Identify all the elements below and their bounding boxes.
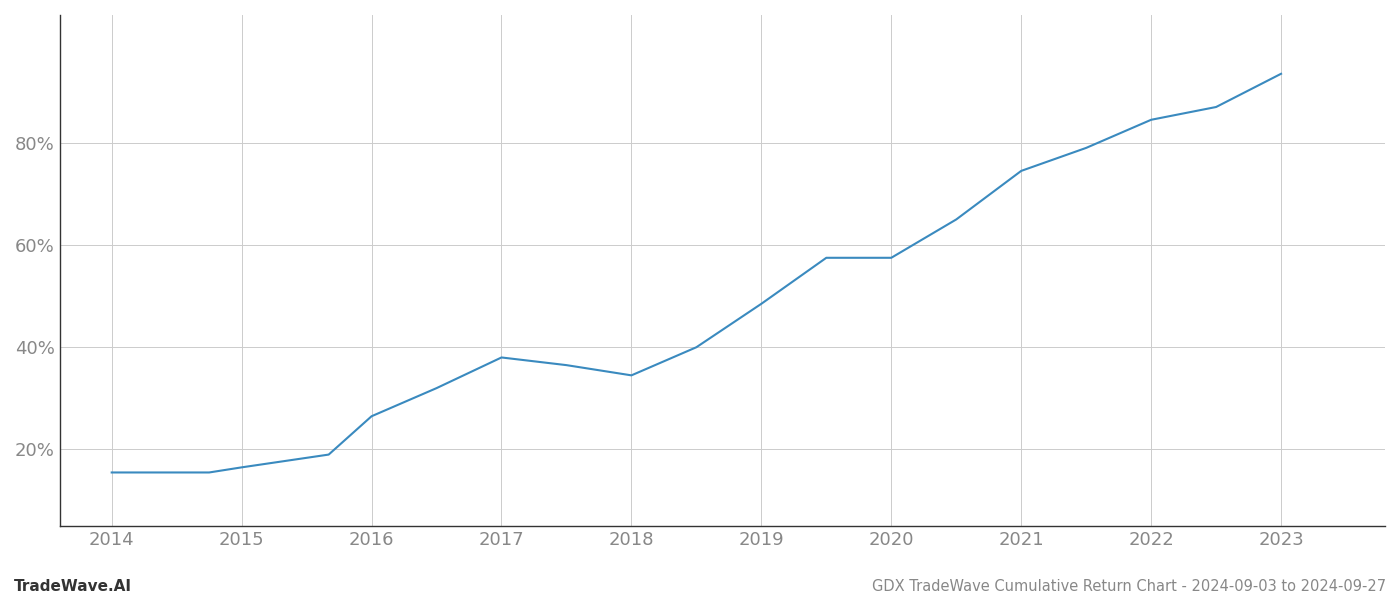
Text: TradeWave.AI: TradeWave.AI	[14, 579, 132, 594]
Text: GDX TradeWave Cumulative Return Chart - 2024-09-03 to 2024-09-27: GDX TradeWave Cumulative Return Chart - …	[872, 579, 1386, 594]
